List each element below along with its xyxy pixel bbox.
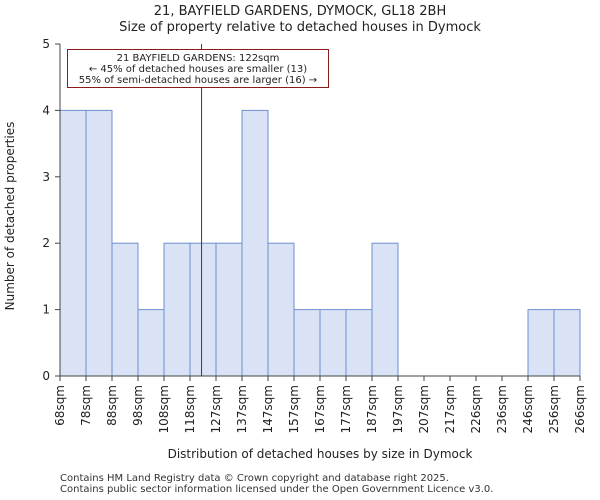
y-tick-label-0: 0 — [42, 369, 50, 383]
footer-copyright: Contains HM Land Registry data © Crown c… — [60, 473, 449, 484]
y-axis-label: Number of detached properties — [3, 122, 17, 311]
y-tick-label-1: 1 — [42, 303, 50, 317]
x-tick-label-167sqm: 167sqm — [313, 385, 327, 433]
histogram-bar-127sqm — [215, 242, 243, 377]
x-tick-label-236sqm: 236sqm — [495, 385, 509, 433]
x-tick-label-98sqm: 98sqm — [131, 385, 145, 426]
histogram-bar-88sqm — [111, 242, 139, 377]
histogram-bar-167sqm — [319, 309, 347, 377]
footer-licence: Contains public sector information licen… — [60, 484, 494, 495]
histogram-bar-108sqm — [163, 242, 191, 377]
x-tick-label-256sqm: 256sqm — [547, 385, 561, 433]
y-tick-label-4: 4 — [42, 103, 50, 117]
histogram-bar-246sqm — [527, 309, 555, 377]
chart-subtitle: Size of property relative to detached ho… — [119, 20, 481, 35]
x-tick-label-88sqm: 88sqm — [105, 385, 119, 426]
x-tick-label-226sqm: 226sqm — [469, 385, 483, 433]
x-tick-label-266sqm: 266sqm — [573, 385, 587, 433]
chart-title: 21, BAYFIELD GARDENS, DYMOCK, GL18 2BH — [153, 4, 447, 19]
histogram-bar-187sqm — [371, 242, 399, 377]
histogram-bar-68sqm — [59, 109, 87, 377]
x-tick-label-246sqm: 246sqm — [521, 385, 535, 433]
x-tick-label-187sqm: 187sqm — [365, 385, 379, 433]
annotation-line-3: 55% of semi-detached houses are larger (… — [78, 75, 318, 86]
annotation-line-2: ← 45% of detached houses are smaller (13… — [88, 64, 308, 75]
histogram-bar-118sqm — [189, 242, 217, 377]
marker-annotation-box: 21 BAYFIELD GARDENS: 122sqm ← 45% of det… — [67, 49, 329, 88]
x-tick-label-177sqm: 177sqm — [339, 385, 353, 433]
y-tick-label-5: 5 — [42, 37, 50, 51]
x-tick-label-127sqm: 127sqm — [209, 385, 223, 433]
histogram-bar-177sqm — [345, 309, 373, 377]
x-tick-label-217sqm: 217sqm — [443, 385, 457, 433]
x-tick-label-68sqm: 68sqm — [53, 385, 67, 426]
histogram-bar-147sqm — [267, 242, 295, 377]
histogram-bar-256sqm — [553, 309, 581, 377]
x-tick-label-207sqm: 207sqm — [417, 385, 431, 433]
histogram-bar-98sqm — [137, 309, 165, 377]
histogram-bar-137sqm — [241, 109, 269, 377]
x-tick-label-147sqm: 147sqm — [261, 385, 275, 433]
x-axis-label: Distribution of detached houses by size … — [168, 447, 473, 461]
histogram-bar-157sqm — [293, 309, 321, 377]
x-tick-label-108sqm: 108sqm — [157, 385, 171, 433]
annotation-line-1: 21 BAYFIELD GARDENS: 122sqm — [116, 53, 280, 64]
y-tick-label-2: 2 — [42, 236, 50, 250]
x-tick-label-157sqm: 157sqm — [287, 385, 301, 433]
x-tick-label-78sqm: 78sqm — [79, 385, 93, 426]
x-tick-label-137sqm: 137sqm — [235, 385, 249, 433]
y-tick-label-3: 3 — [42, 170, 50, 184]
histogram-bar-78sqm — [85, 109, 113, 377]
x-tick-label-197sqm: 197sqm — [391, 385, 405, 433]
x-tick-label-118sqm: 118sqm — [183, 385, 197, 433]
